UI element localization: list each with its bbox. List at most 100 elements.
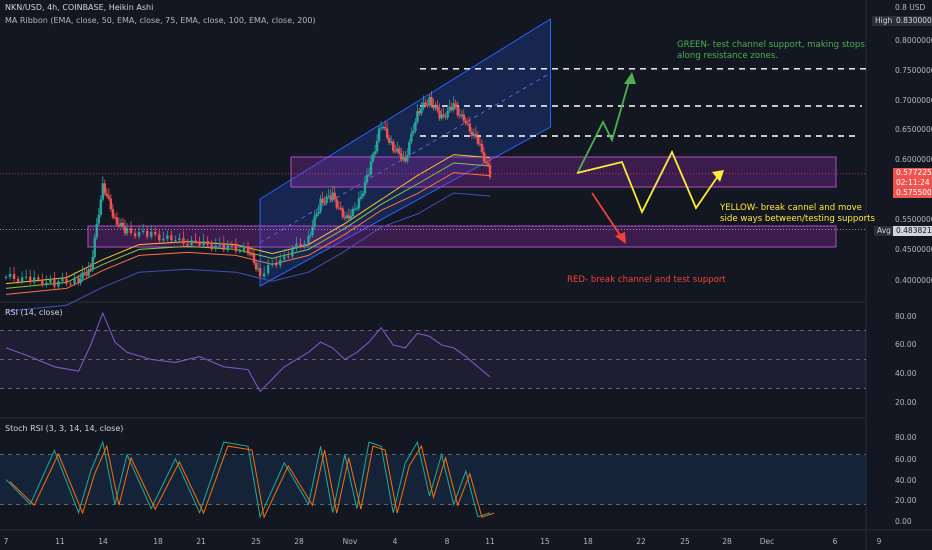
- ma-ribbon-line: [5, 162, 491, 289]
- candle-body: [482, 151, 486, 162]
- candle-body: [53, 278, 56, 287]
- candle-body: [141, 230, 145, 232]
- candle-body: [287, 256, 290, 258]
- candle-body: [218, 243, 221, 246]
- price-tick: 0.70000000: [895, 96, 932, 105]
- candle-body: [412, 130, 415, 134]
- candle-body: [93, 237, 96, 257]
- candle-body: [317, 211, 320, 214]
- candle-body: [373, 151, 377, 155]
- candle-body: [198, 241, 201, 246]
- candle-body: [57, 281, 60, 287]
- time-tick: 25: [251, 537, 261, 546]
- candle-body: [416, 110, 419, 122]
- candle-body: [454, 103, 457, 108]
- candle-body: [117, 224, 121, 227]
- candle-body: [137, 231, 141, 237]
- candle-body: [315, 213, 318, 217]
- candle-body: [133, 233, 137, 237]
- price-tick: 0.8 USD: [895, 3, 926, 12]
- red-arrow-head: [615, 232, 626, 244]
- candle-body: [4, 277, 8, 278]
- green-arrow-head: [624, 72, 636, 84]
- candle-body: [377, 128, 381, 141]
- time-tick: 9: [876, 537, 882, 546]
- candle-body: [121, 222, 125, 227]
- candle-body: [323, 202, 326, 204]
- candle-body: [339, 207, 342, 209]
- time-tick: 18: [153, 537, 163, 546]
- candle-body: [81, 272, 84, 280]
- candle-body: [242, 246, 246, 251]
- rsi-tick: 80.00: [895, 312, 917, 321]
- rsi-tick: 40.00: [895, 369, 917, 378]
- candle-body: [456, 107, 459, 116]
- candle-body: [97, 215, 100, 224]
- candle-body: [275, 263, 278, 266]
- candle-body: [113, 217, 117, 219]
- candle-body: [299, 243, 302, 247]
- candle-body: [363, 182, 367, 194]
- price-tick: 0.80000000: [895, 36, 932, 45]
- rsi-tick: 20.00: [895, 398, 917, 407]
- candle-body: [335, 199, 338, 208]
- time-tick: 25: [680, 537, 690, 546]
- candle-body: [190, 240, 193, 246]
- candle-body: [258, 268, 262, 277]
- current-price-tag: 0.57722500: [893, 168, 932, 178]
- time-tick: 28: [722, 537, 732, 546]
- stoch-tick: 20.00: [895, 496, 917, 505]
- candle-body: [105, 193, 109, 196]
- candle-body: [129, 228, 133, 234]
- candle-body: [145, 230, 149, 237]
- candle-body: [41, 279, 44, 285]
- time-tick: 28: [294, 537, 304, 546]
- candle-body: [182, 238, 185, 244]
- candle-body: [402, 157, 405, 160]
- time-tick: Dec: [759, 537, 775, 546]
- candle-body: [446, 110, 449, 118]
- candle-body: [230, 245, 234, 247]
- candle-body: [400, 153, 403, 160]
- candle-body: [394, 151, 397, 153]
- time-tick: 21: [196, 537, 206, 546]
- candle-body: [319, 198, 322, 212]
- candle-body: [111, 209, 115, 218]
- candle-body: [329, 195, 332, 200]
- candle-body: [107, 195, 111, 199]
- candle-body: [488, 164, 492, 178]
- candle-body: [406, 155, 409, 162]
- candle-body: [357, 198, 361, 209]
- symbol-title: NKN/USD, 4h, COINBASE, Heikin Ashi: [5, 3, 154, 12]
- yellow-scenario-arrow: [576, 149, 719, 215]
- candle-body: [345, 215, 349, 219]
- candle-body: [341, 208, 344, 218]
- candle-body: [252, 254, 256, 263]
- candle-body: [486, 163, 490, 165]
- stoch-d-line: [9, 444, 495, 519]
- candle-body: [325, 196, 328, 203]
- high-label: High: [872, 16, 896, 26]
- time-tick: 18: [583, 537, 593, 546]
- candle-body: [154, 232, 157, 235]
- candle-body: [16, 278, 20, 282]
- candle-body: [389, 141, 393, 143]
- candle-body: [466, 123, 470, 125]
- candle-body: [353, 208, 357, 210]
- avg-price-tag: 0.48382196: [893, 226, 932, 236]
- candle-body: [238, 250, 242, 252]
- candle-body: [440, 114, 443, 119]
- lower-support-zone: [87, 225, 837, 248]
- candle-body: [246, 246, 250, 254]
- candle-body: [24, 276, 28, 278]
- candle-body: [458, 115, 461, 117]
- candle-body: [396, 148, 399, 152]
- candle-body: [365, 174, 369, 183]
- candle-body: [337, 207, 340, 209]
- price-tick: 0.75000000: [895, 66, 932, 75]
- candle-body: [150, 232, 153, 237]
- candle-body: [166, 235, 169, 239]
- candle-body: [254, 262, 258, 270]
- candle-body: [375, 140, 379, 152]
